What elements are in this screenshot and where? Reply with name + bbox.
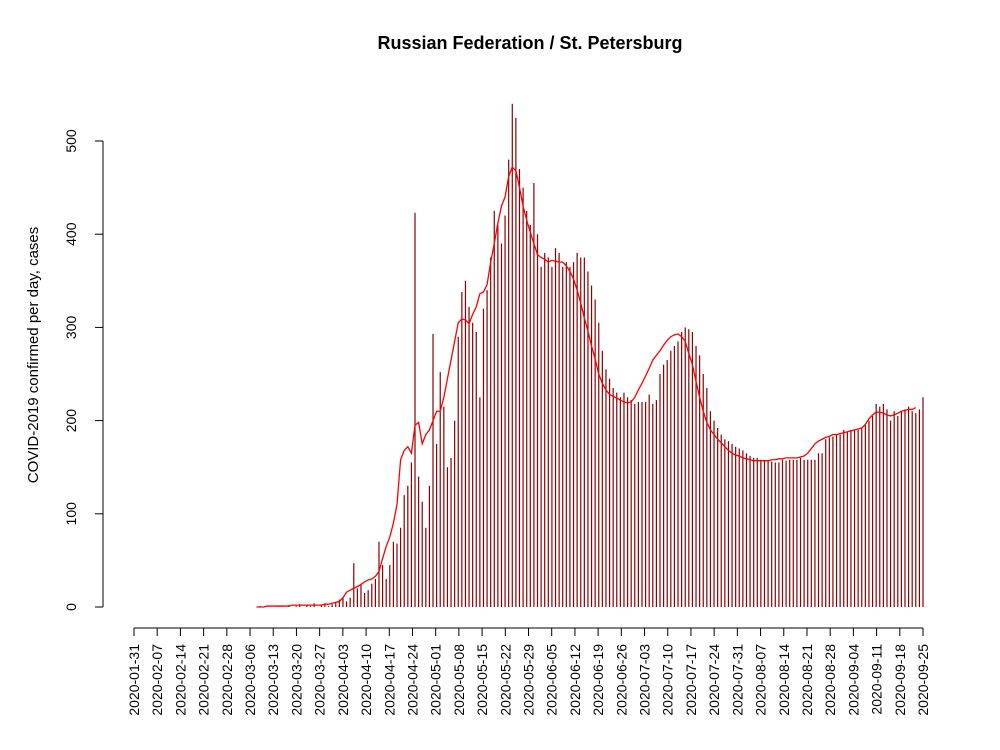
- x-tick-label: 2020-06-12: [567, 644, 583, 716]
- y-tick-label: 300: [63, 316, 79, 340]
- y-axis: 0 100 200 300 400 500: [63, 129, 104, 611]
- x-tick-label: 2020-02-21: [196, 644, 212, 716]
- x-tick-label: 2020-08-28: [822, 644, 838, 716]
- x-tick-label: 2020-06-26: [613, 644, 629, 716]
- x-tick-label: 2020-06-19: [590, 644, 606, 716]
- x-tick-label: 2020-05-15: [474, 644, 490, 716]
- x-tick-label: 2020-04-17: [381, 644, 397, 716]
- y-tick-label: 400: [63, 222, 79, 246]
- x-tick-label: 2020-09-11: [869, 644, 885, 715]
- x-tick-label: 2020-07-10: [660, 644, 676, 716]
- x-tick-label: 2020-08-07: [753, 644, 769, 716]
- x-tick-label: 2020-03-27: [312, 644, 328, 716]
- x-tick-label: 2020-07-17: [683, 644, 699, 716]
- bar-series: [259, 103, 924, 607]
- trend-series: [256, 165, 917, 608]
- x-tick-label: 2020-07-31: [729, 644, 745, 716]
- x-tick-label: 2020-06-05: [544, 644, 560, 716]
- x-tick-label: 2020-05-01: [428, 644, 444, 716]
- x-tick-label: 2020-02-28: [219, 644, 235, 716]
- x-tick-label: 2020-09-25: [915, 644, 931, 716]
- x-tick-label: 2020-07-03: [637, 644, 653, 716]
- x-tick-label: 2020-07-24: [706, 644, 722, 716]
- x-tick-label: 2020-02-07: [149, 644, 165, 716]
- y-axis-label: COVID-2019 confirmed per day, cases: [25, 227, 42, 484]
- x-tick-label: 2020-01-31: [126, 644, 142, 716]
- x-axis: 2020-01-31 2020-02-07 2020-02-14 2020-02-21…: [126, 627, 931, 716]
- x-tick-label: 2020-08-14: [776, 644, 792, 716]
- x-tick-label: 2020-04-24: [404, 644, 420, 716]
- x-tick-label: 2020-03-06: [242, 644, 258, 716]
- y-tick-label: 0: [63, 603, 79, 611]
- y-tick-label: 100: [63, 502, 79, 526]
- trend-line: [256, 165, 917, 608]
- x-tick-label: 2020-03-20: [288, 644, 304, 716]
- x-tick-label: 2020-09-04: [845, 644, 861, 716]
- y-tick-label: 200: [63, 409, 79, 433]
- x-tick-label: 2020-09-18: [892, 644, 908, 716]
- x-tick-label: 2020-08-21: [799, 644, 815, 716]
- x-tick-label: 2020-05-29: [521, 644, 537, 716]
- y-tick-label: 500: [63, 129, 79, 153]
- x-tick-label: 2020-05-08: [451, 644, 467, 716]
- x-tick-label: 2020-05-22: [497, 644, 513, 716]
- x-tick-label: 2020-02-14: [172, 644, 188, 716]
- chart-title: Russian Federation / St. Petersburg: [377, 33, 682, 53]
- x-tick-label: 2020-04-10: [358, 644, 374, 716]
- x-tick-label: 2020-04-03: [335, 644, 351, 716]
- x-tick-label: 2020-03-13: [265, 644, 281, 716]
